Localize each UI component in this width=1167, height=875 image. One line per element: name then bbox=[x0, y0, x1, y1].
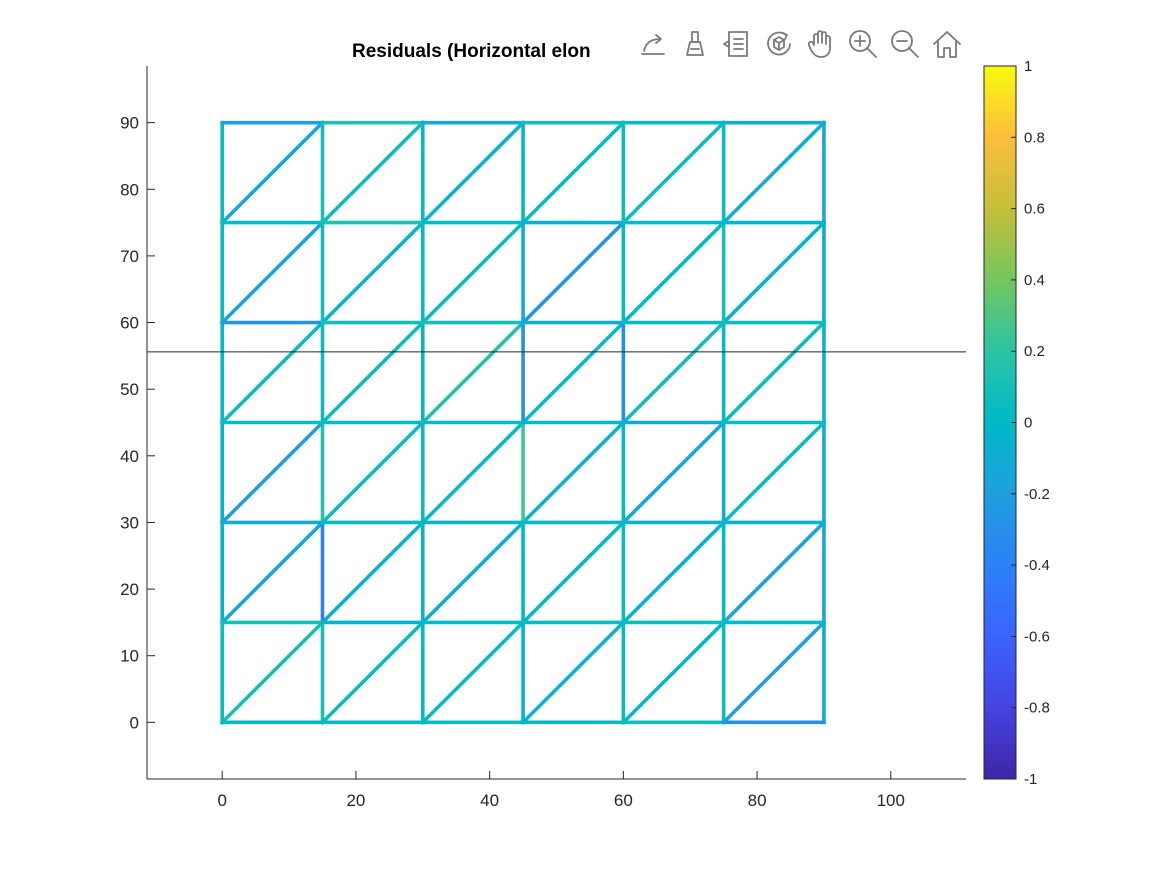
brush-button[interactable] bbox=[676, 26, 713, 63]
y-tick-label: 50 bbox=[120, 380, 139, 399]
mesh-diagonal-edge bbox=[319, 120, 426, 226]
mesh-diagonal-edge bbox=[319, 519, 426, 625]
y-tick-label: 0 bbox=[130, 713, 139, 732]
axes-toolbar bbox=[634, 24, 965, 64]
mesh-diagonal-edge bbox=[520, 419, 626, 525]
y-tick-label: 40 bbox=[120, 447, 139, 466]
x-tick-label: 80 bbox=[748, 791, 767, 810]
mesh-diagonal-edge bbox=[721, 120, 827, 226]
mesh-diagonal-edge bbox=[721, 519, 827, 625]
y-axis-ticks: 0 10 20 30 40 50 60 70 80 90 bbox=[120, 114, 155, 732]
rotate-3d-icon bbox=[766, 31, 791, 56]
mesh-diagonal-edge bbox=[219, 619, 326, 725]
mesh-diagonal-edge bbox=[721, 320, 827, 426]
mesh-diagonal-edge bbox=[620, 419, 727, 525]
mesh-diagonal-edge bbox=[721, 220, 827, 326]
export-button[interactable] bbox=[634, 26, 671, 63]
y-tick-label: 10 bbox=[120, 647, 139, 666]
colorbar-tick-label: 0 bbox=[1024, 415, 1032, 432]
mesh-diagonal-edge bbox=[620, 619, 727, 725]
mesh-diagonal-edge bbox=[620, 519, 727, 625]
mesh-diagonal-edge bbox=[420, 220, 526, 326]
mesh-diagonal-edge bbox=[319, 619, 426, 725]
mesh-diagonal-edge bbox=[520, 519, 626, 625]
pan-hand-icon bbox=[807, 30, 831, 58]
x-tick-label: 40 bbox=[480, 791, 499, 810]
mesh-diagonal-edge bbox=[520, 619, 626, 725]
mesh-diagonal-edge bbox=[520, 320, 626, 426]
mesh-diagonal-edge bbox=[420, 519, 526, 625]
mesh-diagonal-edge bbox=[620, 120, 727, 226]
home-button[interactable] bbox=[928, 26, 965, 63]
x-tick-label: 100 bbox=[877, 791, 905, 810]
x-tick-label: 20 bbox=[346, 791, 365, 810]
y-tick-label: 20 bbox=[120, 580, 139, 599]
mesh-diagonal-edge bbox=[620, 220, 727, 326]
colorbar-tick-label: -0.2 bbox=[1024, 486, 1050, 503]
mesh-diagonal-edge bbox=[219, 220, 326, 326]
colorbar-tick-label: 0.4 bbox=[1024, 272, 1045, 289]
zoom-out-icon bbox=[890, 30, 919, 58]
rotate-3d-button[interactable] bbox=[760, 26, 797, 63]
brush-icon bbox=[685, 31, 704, 56]
colorbar-rect bbox=[983, 65, 1017, 780]
mesh-diagonal-edge bbox=[520, 120, 626, 226]
mesh-diagonal-edge bbox=[721, 419, 827, 525]
zoom-in-button[interactable] bbox=[844, 26, 881, 63]
colorbar-tick-label: 0.8 bbox=[1024, 129, 1045, 146]
zoom-in-icon bbox=[848, 30, 877, 58]
chart-title: Residuals (Horizontal elon bbox=[352, 41, 591, 62]
mesh-diagonal-edge bbox=[219, 519, 326, 625]
colorbar-tick-label: 0.2 bbox=[1024, 343, 1045, 360]
plot-area[interactable] bbox=[147, 120, 966, 725]
y-tick-label: 60 bbox=[120, 314, 139, 333]
mesh-layer bbox=[219, 120, 827, 725]
y-tick-label: 90 bbox=[120, 114, 139, 133]
mesh-diagonal-edge bbox=[219, 120, 326, 226]
colorbar-tick-label: -1 bbox=[1024, 771, 1037, 788]
x-tick-label: 60 bbox=[614, 791, 633, 810]
colorbar-tick-label: -0.8 bbox=[1024, 700, 1050, 717]
x-axis-ticks: 0 20 40 60 80 100 bbox=[217, 771, 905, 810]
axes-lines bbox=[146, 66, 966, 780]
datatip-icon bbox=[722, 31, 748, 57]
mesh-diagonal-edge bbox=[219, 419, 326, 525]
mesh-diagonal-edge bbox=[420, 619, 526, 725]
home-icon bbox=[932, 31, 961, 58]
colorbar-tick-label: 0.6 bbox=[1024, 201, 1045, 218]
colorbar-tick-label: -0.4 bbox=[1024, 557, 1050, 574]
mesh-diagonal-edge bbox=[520, 220, 626, 326]
x-tick-label: 0 bbox=[217, 791, 226, 810]
colorbar-tick-label: 1 bbox=[1024, 58, 1032, 75]
mesh-diagonal-edge bbox=[319, 419, 426, 525]
colorbar-ticks: 1 0.8 0.6 0.4 0.2 0 -0.2 -0.4 -0.6 -0.8 -1 bbox=[1011, 58, 1050, 788]
y-tick-label: 80 bbox=[120, 180, 139, 199]
mesh-diagonal-edge bbox=[420, 320, 526, 426]
zoom-out-button[interactable] bbox=[886, 26, 923, 63]
mesh-diagonal-edge bbox=[721, 619, 827, 725]
y-tick-label: 30 bbox=[120, 513, 139, 532]
mesh-diagonal-edge bbox=[620, 320, 727, 426]
mesh-diagonal-edge bbox=[420, 419, 526, 525]
mesh-diagonal-edge bbox=[420, 120, 526, 226]
colorbar[interactable]: 1 0.8 0.6 0.4 0.2 0 -0.2 -0.4 -0.6 -0.8 -1 bbox=[983, 58, 1050, 788]
datatip-button[interactable] bbox=[718, 26, 755, 63]
pan-button[interactable] bbox=[802, 26, 839, 63]
mesh-diagonal-edge bbox=[319, 220, 426, 326]
y-tick-label: 70 bbox=[120, 247, 139, 266]
colorbar-tick-label: -0.6 bbox=[1024, 628, 1050, 645]
export-icon bbox=[640, 34, 665, 55]
mesh-diagonal-edge bbox=[219, 320, 326, 426]
mesh-diagonal-edge bbox=[319, 320, 426, 426]
